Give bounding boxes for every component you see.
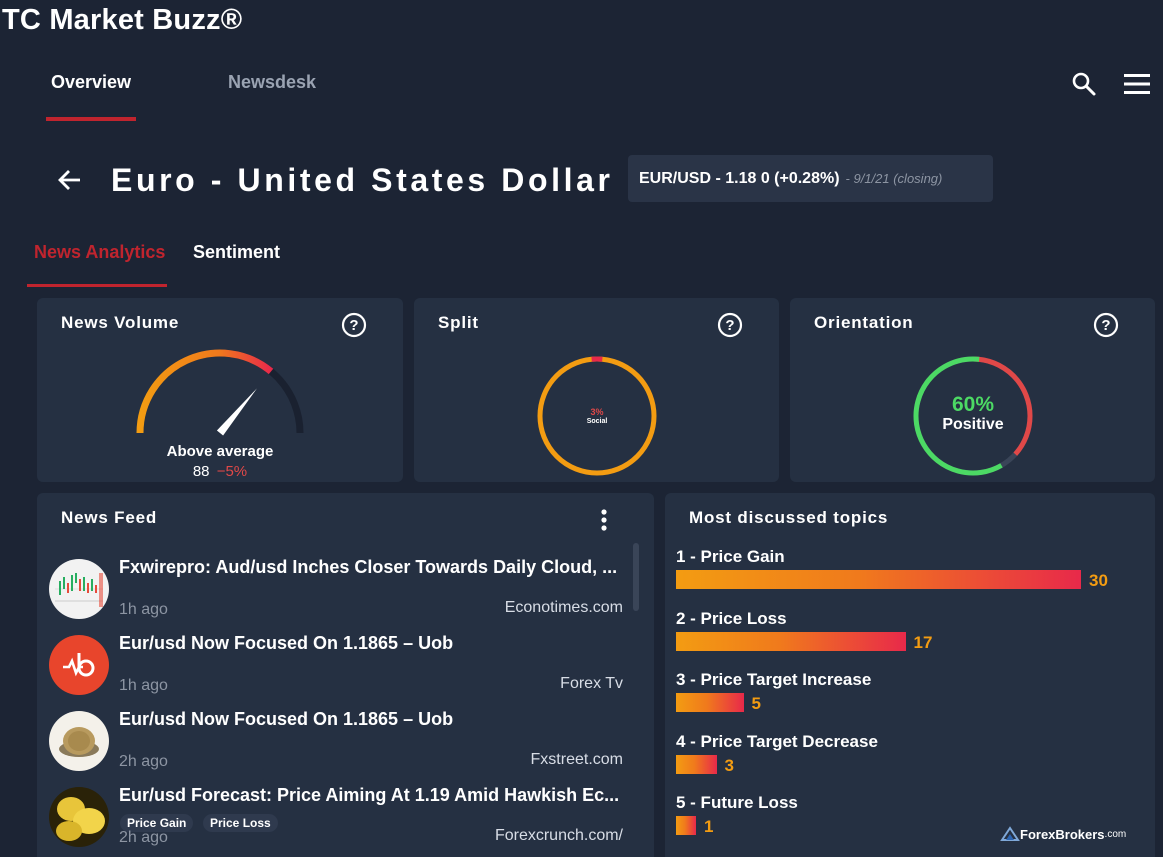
svg-text:?: ? bbox=[349, 317, 358, 334]
logo-suffix: .com bbox=[1104, 828, 1127, 840]
news-source: Econotimes.com bbox=[504, 599, 623, 616]
news-headline[interactable]: Fxwirepro: Aud/usd Inches Closer Towards… bbox=[119, 557, 618, 577]
forexbrokers-logo: ForexBrokers .com bbox=[1000, 826, 1126, 842]
quote-box: EUR/USD - 1.18 0 (+0.28%) - 9/1/21 (clos… bbox=[628, 155, 993, 202]
volume-level-text: Above average bbox=[166, 443, 274, 460]
news-source: Fxstreet.com bbox=[530, 751, 623, 768]
app-title: TC Market Buzz® bbox=[2, 4, 243, 36]
news-thumbnail bbox=[49, 787, 109, 847]
split-card: Split ? 3% Social bbox=[414, 298, 779, 482]
svg-text:?: ? bbox=[1101, 317, 1110, 334]
active-tab-indicator bbox=[46, 117, 136, 121]
orientation-card: Orientation ? 60% Positive bbox=[790, 298, 1155, 482]
news-time: 1h ago bbox=[119, 601, 168, 618]
news-item[interactable]: Eur/usd Forecast: Price Aiming At 1.19 A… bbox=[37, 785, 637, 857]
topic-count: 1 bbox=[704, 817, 714, 836]
news-headline[interactable]: Eur/usd Forecast: Price Aiming At 1.19 A… bbox=[119, 785, 620, 805]
volume-change: −5% bbox=[216, 463, 248, 480]
news-feed-title: News Feed bbox=[61, 508, 158, 527]
volume-count: 88 bbox=[192, 463, 210, 480]
news-thumbnail bbox=[49, 635, 109, 695]
news-source: Forex Tv bbox=[560, 675, 623, 692]
topic-count: 30 bbox=[1089, 571, 1108, 590]
topic-label: 4 - Price Target Decrease bbox=[676, 731, 878, 751]
logo-text: ForexBrokers bbox=[1020, 826, 1105, 842]
active-subtab-indicator bbox=[27, 284, 167, 287]
news-tag[interactable]: Price Loss bbox=[203, 814, 278, 832]
news-headline[interactable]: Eur/usd Now Focused On 1.1865 – Uob bbox=[119, 633, 454, 653]
svg-text:?: ? bbox=[725, 317, 734, 334]
topic-count: 17 bbox=[913, 632, 933, 652]
news-headline[interactable]: Eur/usd Now Focused On 1.1865 – Uob bbox=[119, 709, 454, 729]
news-time: 2h ago bbox=[119, 753, 168, 770]
quote-date: - 9/1/21 (closing) bbox=[845, 171, 943, 186]
topic-bar bbox=[676, 631, 906, 651]
more-options-icon[interactable] bbox=[599, 508, 609, 532]
split-donut bbox=[537, 356, 657, 476]
help-icon[interactable]: ? bbox=[717, 312, 743, 338]
news-item[interactable]: Fxwirepro: Aud/usd Inches Closer Towards… bbox=[37, 557, 637, 633]
topic-count: 5 bbox=[751, 694, 761, 713]
topic-label: 1 - Price Gain bbox=[676, 547, 785, 566]
help-icon[interactable]: ? bbox=[1093, 312, 1119, 338]
topic-bar bbox=[676, 570, 1081, 589]
menu-icon[interactable] bbox=[1123, 72, 1151, 96]
news-source: Forexcrunch.com/ bbox=[494, 827, 623, 844]
tab-sentiment[interactable]: Sentiment bbox=[193, 242, 281, 262]
news-time: 1h ago bbox=[119, 677, 168, 694]
gauge-fill bbox=[136, 349, 274, 434]
back-arrow-icon[interactable] bbox=[56, 166, 84, 194]
orientation-pct: 60% bbox=[951, 393, 995, 416]
orientation-donut bbox=[913, 356, 1033, 476]
volume-gauge bbox=[136, 349, 304, 436]
split-social-label: Social bbox=[586, 418, 608, 425]
news-time: 2h ago bbox=[119, 829, 168, 846]
news-item[interactable]: Eur/usd Now Focused On 1.1865 – Uob 1h a… bbox=[37, 633, 637, 709]
tab-overview[interactable]: Overview bbox=[51, 72, 132, 92]
news-item[interactable]: Eur/usd Now Focused On 1.1865 – Uob 2h a… bbox=[37, 709, 637, 785]
tab-news-analytics[interactable]: News Analytics bbox=[34, 242, 166, 262]
tab-newsdesk[interactable]: Newsdesk bbox=[228, 72, 317, 92]
orientation-title: Orientation bbox=[814, 313, 914, 332]
volume-stats: 88 −5% bbox=[37, 463, 403, 480]
topic-label: 5 - Future Loss bbox=[676, 793, 798, 812]
topic-bar bbox=[676, 816, 696, 835]
quote-price: EUR/USD - 1.18 0 (+0.28%) bbox=[639, 169, 840, 187]
topic-bar bbox=[676, 754, 717, 774]
split-title: Split bbox=[438, 313, 479, 332]
gauge-needle bbox=[216, 388, 257, 436]
help-icon[interactable]: ? bbox=[341, 312, 367, 338]
news-volume-card: News Volume ? Above average 88 −5% bbox=[37, 298, 403, 482]
orientation-label: Positive bbox=[942, 416, 1004, 433]
news-volume-title: News Volume bbox=[61, 313, 180, 332]
topic-bar bbox=[676, 693, 744, 712]
topic-label: 2 - Price Loss bbox=[676, 608, 787, 628]
split-social-pct: 3% bbox=[590, 407, 604, 417]
topic-count: 3 bbox=[724, 755, 734, 775]
news-feed-card: News Feed Fxwirepro: Aud/usd Inches Clos… bbox=[37, 493, 654, 857]
topics-title: Most discussed topics bbox=[689, 508, 889, 527]
page-title: Euro - United States Dollar bbox=[111, 162, 614, 198]
search-icon[interactable] bbox=[1071, 71, 1097, 97]
logo-icon bbox=[1000, 826, 1020, 841]
feed-scrollbar[interactable] bbox=[633, 543, 639, 611]
news-tag[interactable]: Price Gain bbox=[120, 814, 194, 832]
news-thumbnail bbox=[49, 559, 109, 619]
topics-card: Most discussed topics 1 - Price Gain 30 2 … bbox=[665, 493, 1155, 857]
topic-label: 3 - Price Target Increase bbox=[676, 670, 872, 689]
news-thumbnail bbox=[49, 711, 109, 771]
